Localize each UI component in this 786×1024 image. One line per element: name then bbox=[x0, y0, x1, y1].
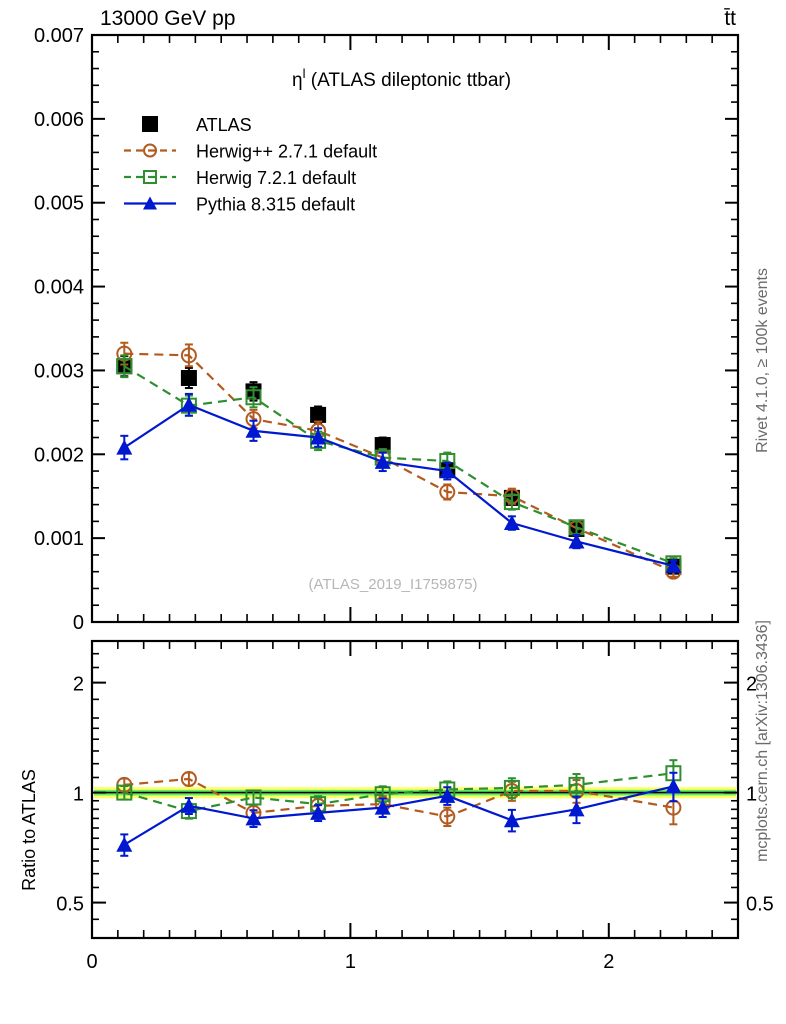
ratio-series-herwig-2-7-1-default bbox=[116, 770, 682, 828]
marker-triangle-filled bbox=[245, 810, 262, 826]
legend-item-pythia-8-315-default[interactable]: Pythia 8.315 default bbox=[124, 195, 355, 215]
beam-energy-label: 13000 GeV pp bbox=[100, 7, 235, 30]
marker-triangle-filled bbox=[503, 515, 520, 531]
svg-text:ηl (ATLAS dileptonic ttbar): ηl (ATLAS dileptonic ttbar) bbox=[292, 66, 511, 91]
marker-triangle-filled bbox=[503, 812, 520, 828]
marker-square-open bbox=[143, 170, 157, 184]
y-tick-label: 0 bbox=[73, 612, 84, 634]
marker-triangle-filled bbox=[180, 396, 197, 412]
legend-label: Pythia 8.315 default bbox=[196, 195, 355, 215]
legend-item-herwig-2-7-1-default[interactable]: Herwig++ 2.7.1 default bbox=[124, 142, 377, 162]
analysis-watermark: (ATLAS_2019_I1759875) bbox=[308, 576, 477, 593]
main-y-axis: 0 0.001 0.002 0.003 0.004 0.005 0.006 0.007 bbox=[34, 25, 738, 634]
marker-triangle-filled bbox=[374, 799, 391, 815]
main-panel-frame bbox=[90, 33, 740, 624]
legend-label: Herwig++ 2.7.1 default bbox=[196, 142, 377, 162]
main-x-axis bbox=[91, 35, 739, 622]
series-pythia-8-315-default bbox=[116, 392, 682, 573]
ratio-y-tick-label: 2 bbox=[73, 674, 84, 696]
marker-circle-open bbox=[439, 808, 456, 825]
legend: ATLAS Herwig++ 2.7.1 default Herwig 7.2.1 … bbox=[124, 115, 377, 215]
marker-square-filled bbox=[142, 116, 158, 132]
marker-triangle-filled bbox=[245, 422, 262, 438]
series-herwig-2-7-1-default bbox=[116, 341, 682, 580]
marker-triangle-filled bbox=[310, 429, 327, 445]
series-herwig-7-2-1-default bbox=[116, 354, 682, 572]
ratio-y-tick-label-right: 1 bbox=[746, 784, 757, 806]
marker-triangle-filled bbox=[568, 533, 585, 549]
marker-square-open bbox=[503, 779, 520, 796]
rivet-version-note: Rivet 4.1.0, ≥ 100k events bbox=[754, 268, 771, 453]
plot-title: ηl (ATLAS dileptonic ttbar) bbox=[292, 66, 511, 91]
legend-label: Herwig 7.2.1 default bbox=[196, 168, 356, 188]
legend-item-atlas[interactable]: ATLAS bbox=[142, 115, 252, 135]
marker-circle-open bbox=[180, 347, 197, 364]
mcplots-source-note: mcplots.cern.ch [arXiv:1306.3436] bbox=[754, 620, 771, 862]
x-tick-label: 1 bbox=[345, 951, 356, 973]
series-line bbox=[124, 352, 674, 573]
y-tick-label: 0.003 bbox=[34, 360, 84, 382]
marker-square-filled bbox=[310, 406, 327, 423]
marker-triangle-filled bbox=[143, 196, 157, 210]
marker-triangle-filled bbox=[180, 797, 197, 813]
legend-label: ATLAS bbox=[196, 115, 252, 135]
marker-triangle-filled bbox=[116, 439, 133, 455]
y-tick-label: 0.006 bbox=[34, 109, 84, 131]
ratio-y-axis: 0.5 0.5 1 1 2 2 bbox=[56, 640, 774, 921]
marker-triangle-filled bbox=[116, 836, 133, 852]
marker-square-open bbox=[245, 389, 262, 406]
marker-triangle-filled bbox=[374, 453, 391, 469]
marker-square-open bbox=[116, 358, 133, 375]
y-tick-label: 0.002 bbox=[34, 444, 84, 466]
process-label: t̄t bbox=[724, 7, 736, 30]
marker-square-open bbox=[116, 784, 133, 801]
marker-square-open bbox=[245, 789, 262, 806]
marker-triangle-filled bbox=[665, 557, 682, 573]
y-tick-label: 0.001 bbox=[34, 528, 84, 550]
ratio-axis-title: Ratio to ATLAS bbox=[19, 769, 39, 891]
ratio-uncertainty-band bbox=[94, 787, 736, 799]
legend-item-herwig-7-2-1-default[interactable]: Herwig 7.2.1 default bbox=[124, 168, 356, 188]
x-tick-label: 2 bbox=[603, 951, 614, 973]
marker-triangle-filled bbox=[665, 778, 682, 794]
ratio-series-pythia-8-315-default bbox=[116, 771, 682, 857]
marker-circle-open bbox=[180, 770, 197, 787]
marker-square-filled bbox=[180, 369, 197, 386]
series-line bbox=[123, 403, 674, 567]
marker-triangle-filled bbox=[439, 463, 456, 479]
marker-circle-open bbox=[439, 484, 456, 501]
x-tick-label: 0 bbox=[86, 951, 97, 973]
marker-triangle-filled bbox=[568, 801, 585, 817]
ratio-x-axis: 0 1 2 bbox=[86, 641, 739, 973]
y-tick-label: 0.007 bbox=[34, 25, 84, 47]
ratio-y-tick-label-right: 2 bbox=[746, 674, 757, 696]
ratio-panel-frame bbox=[90, 639, 740, 940]
ratio-y-tick-label: 0.5 bbox=[56, 894, 84, 916]
marker-triangle-filled bbox=[310, 804, 327, 820]
ratio-y-tick-label-right: 0.5 bbox=[746, 894, 774, 916]
y-tick-label: 0.005 bbox=[34, 193, 84, 215]
marker-circle-open bbox=[143, 143, 157, 158]
ratio-y-tick-label: 1 bbox=[73, 784, 84, 806]
marker-square-open bbox=[503, 494, 520, 511]
marker-triangle-filled bbox=[439, 787, 456, 803]
y-tick-label: 0.004 bbox=[34, 277, 84, 299]
marker-square-open bbox=[568, 776, 585, 793]
